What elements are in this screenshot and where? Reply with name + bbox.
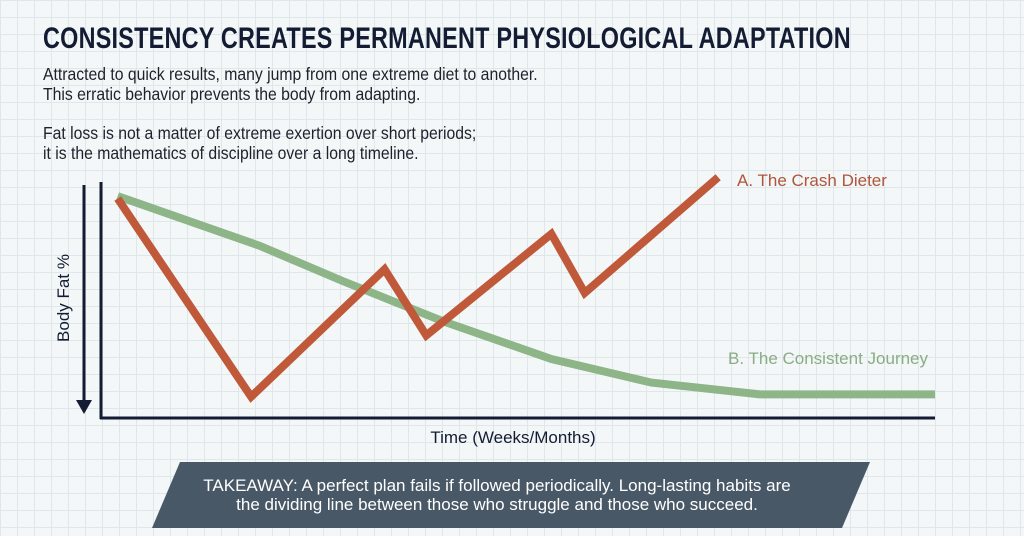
arrow-down-icon — [76, 400, 92, 414]
page-title: CONSISTENCY CREATES PERMANENT PHYSIOLOGI… — [43, 22, 851, 55]
series-line-consistent-journey — [116, 192, 935, 399]
intro-paragraph: Attracted to quick results, many jump fr… — [43, 64, 538, 104]
series-line-crash-dieter — [114, 174, 721, 403]
y-axis-label: Body Fat % — [54, 254, 73, 342]
explanation-paragraph: Fat loss is not a matter of extreme exer… — [43, 123, 477, 163]
x-axis-label: Time (Weeks/Months) — [430, 428, 595, 447]
takeaway-text: TAKEAWAY: A perfect plan fails if follow… — [203, 476, 791, 514]
series-label-crash: A. The Crash Dieter — [737, 171, 887, 190]
series-label-consistent: B. The Consistent Journey — [728, 349, 929, 368]
takeaway-banner — [152, 462, 870, 528]
